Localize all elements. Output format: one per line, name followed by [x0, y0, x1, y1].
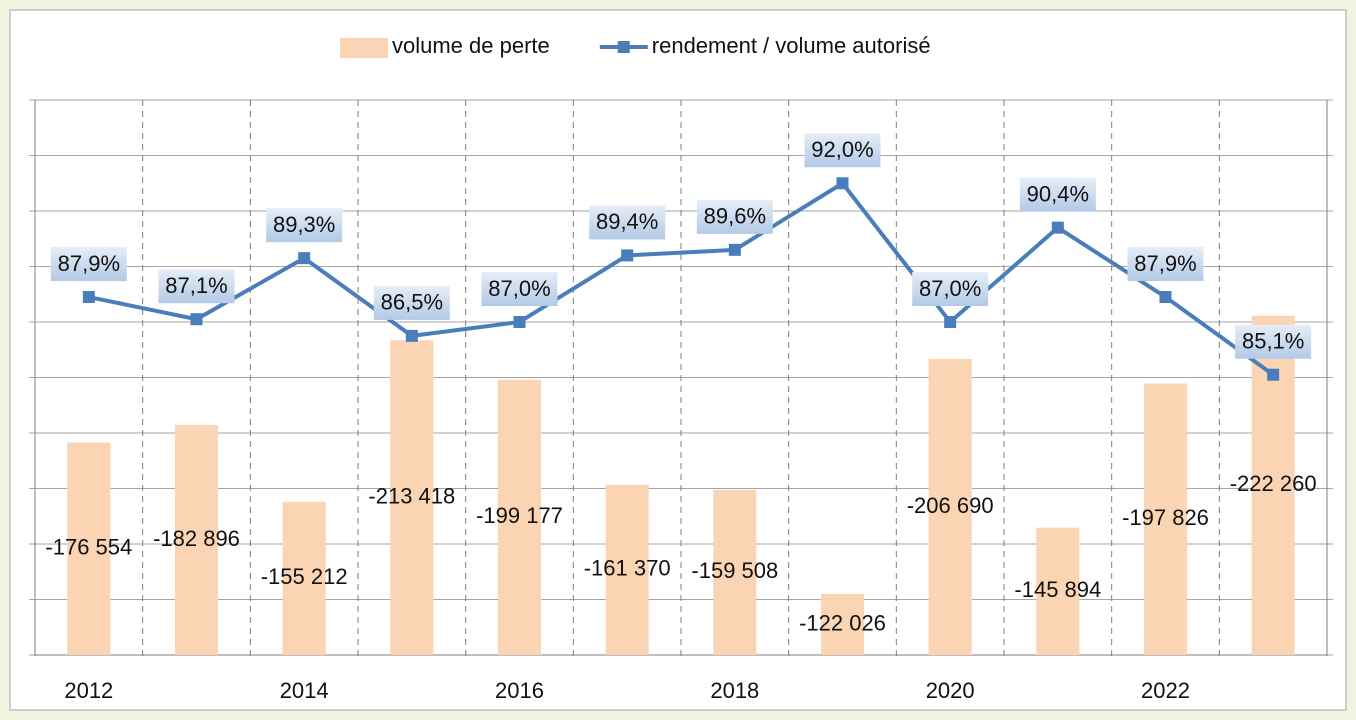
line-value-label: 87,0%: [488, 276, 550, 301]
line-marker: [1051, 221, 1064, 234]
bar: [928, 358, 972, 655]
x-tick-label: 2016: [495, 678, 544, 703]
line-value-label: 87,0%: [919, 276, 981, 301]
line-marker: [513, 316, 526, 328]
legend-swatch: [340, 38, 388, 58]
line-value-label: 92,0%: [811, 137, 873, 162]
line-value-label: 87,1%: [165, 273, 227, 298]
line-marker: [621, 249, 634, 262]
bar: [497, 379, 542, 655]
x-tick-label: 2022: [1141, 678, 1190, 703]
line-marker: [405, 329, 418, 342]
value-label-box: [804, 133, 881, 168]
line-marker: [190, 313, 203, 326]
bar-value-label: -199 177: [476, 503, 563, 528]
value-label-box: [696, 199, 773, 234]
line-value-label: 86,5%: [381, 290, 443, 315]
legend-label: rendement / volume autorisé: [652, 33, 931, 58]
x-tick-label: 2014: [280, 678, 329, 703]
bar-value-label: -176 554: [45, 535, 132, 560]
line-marker: [728, 243, 741, 256]
bar-value-label: -122 026: [799, 610, 886, 635]
line-marker: [944, 316, 957, 328]
value-label-box: [50, 247, 127, 282]
line-value-label: 89,3%: [273, 212, 335, 237]
value-label-box: [1127, 247, 1204, 282]
bar-value-label: -197 826: [1122, 505, 1209, 530]
bar-value-label: -161 370: [584, 556, 671, 581]
bar-value-label: -206 690: [907, 493, 994, 518]
line-marker: [298, 252, 311, 265]
bar: [1036, 527, 1080, 655]
value-label-box: [373, 285, 450, 320]
value-label-box: [158, 269, 235, 304]
bar: [390, 340, 434, 655]
x-tick-label: 2020: [926, 678, 975, 703]
bar-value-label: -182 896: [153, 526, 240, 551]
line-marker: [836, 177, 849, 190]
bar-value-label: -222 260: [1230, 471, 1317, 496]
line-value-label: 89,4%: [596, 209, 658, 234]
bar: [1143, 383, 1188, 655]
value-label-box: [912, 272, 989, 306]
line-value-label: 87,9%: [1134, 251, 1196, 276]
line-marker: [1159, 291, 1172, 304]
bar: [820, 593, 865, 655]
line-value-label: 85,1%: [1242, 329, 1304, 354]
bar: [282, 501, 326, 655]
line: [88, 180, 1275, 377]
legend-marker: [617, 41, 630, 53]
line-value-label: 87,9%: [58, 251, 120, 276]
line-value-label: 89,6%: [704, 204, 766, 229]
value-label-box: [1019, 177, 1096, 212]
value-label-box: [266, 208, 343, 243]
bar: [174, 424, 219, 655]
bar-value-label: -155 212: [261, 564, 348, 589]
chart-area: [9, 9, 1347, 711]
bar: [713, 489, 757, 655]
legend-label: volume de perte: [392, 33, 550, 58]
value-label-box: [1235, 324, 1312, 359]
value-label-box: [481, 272, 558, 306]
bar-value-label: -145 894: [1014, 577, 1101, 602]
bar-value-label: -213 418: [368, 483, 455, 508]
value-label-box: [589, 205, 666, 240]
line-marker: [1267, 368, 1280, 381]
x-tick-label: 2018: [710, 678, 759, 703]
bar: [67, 442, 111, 655]
line-value-label: 90,4%: [1027, 181, 1089, 206]
bar: [605, 484, 649, 655]
bar-value-label: -159 508: [691, 558, 778, 583]
x-tick-label: 2012: [64, 678, 113, 703]
line-marker: [82, 291, 95, 304]
